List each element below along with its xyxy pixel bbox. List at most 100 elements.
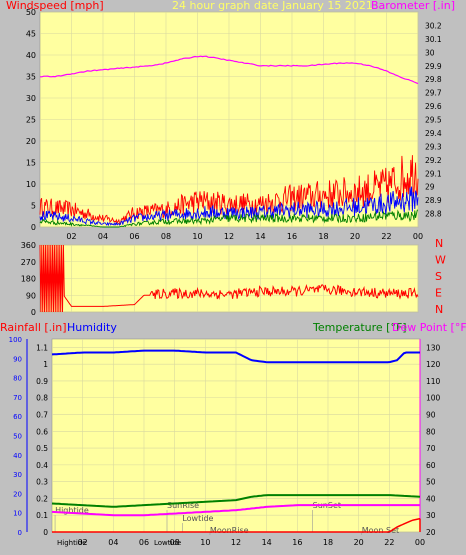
baro-tick-label: 28.9 [425, 196, 442, 205]
humidity-tick-label: 80 [13, 375, 22, 383]
rainfall-series [52, 517, 421, 533]
rain-tick-label: 0.2 [36, 494, 48, 503]
time-tick-label: 02 [66, 232, 76, 241]
humidity-tick-label: 90 [13, 355, 22, 363]
time-tick-label: 08 [161, 232, 171, 241]
temperature-tick-label: 90 [426, 411, 436, 420]
annotation-label: Lowtide [182, 514, 213, 523]
rain-tick-label: 0.5 [36, 444, 48, 453]
time-tick-label: 18 [318, 232, 328, 241]
dew-point-series [51, 504, 420, 517]
time-tick-label: 10 [192, 232, 202, 241]
baro-tick-label: 29.5 [425, 116, 442, 125]
humidity-tick-label: 20 [13, 490, 22, 498]
time-tick-label: 12 [231, 538, 241, 547]
wind-tick-label: 40 [26, 51, 36, 60]
time-tick-label: 00 [413, 232, 423, 241]
time-tick-label: 22 [381, 232, 391, 241]
rain-tick-label: 0.7 [36, 411, 48, 420]
temperature-tick-label: 120 [426, 360, 441, 369]
baro-tick-label: 29.3 [425, 142, 442, 151]
time-tick-label: 12 [224, 232, 234, 241]
rain-tick-label: 0 [43, 528, 48, 537]
baro-axis-title: Barometer [.in] [371, 0, 455, 12]
temperature-tick-label: 100 [426, 394, 441, 403]
baro-tick-label: 29.6 [425, 102, 442, 111]
direction-tick-label: 0 [31, 308, 36, 317]
temperature-tick-label: 50 [426, 478, 436, 487]
barometer-series [40, 55, 419, 85]
baro-tick-label: 29.7 [425, 89, 442, 98]
annotation-label: SunRise [167, 501, 199, 510]
hightide-axis-label: Hightide [57, 539, 87, 547]
baro-tick-label: 29.2 [425, 156, 442, 165]
humidity-tick-label: 40 [13, 452, 22, 460]
direction-tick-label: 360 [21, 241, 36, 250]
compass-letter: N [435, 303, 443, 316]
compass-letter: N [435, 237, 443, 250]
baro-tick-label: 29.9 [425, 62, 442, 71]
wind-direction-series [39, 244, 419, 313]
lowtide-axis-label: Lowtide [154, 539, 181, 547]
temp-axis-title: Temperature [°F] [312, 321, 407, 334]
rain-tick-label: 0.4 [36, 461, 48, 470]
baro-tick-label: 29.8 [425, 75, 442, 84]
wind-tick-label: 35 [26, 73, 36, 82]
rain-tick-label: 1 [43, 360, 48, 369]
rain-tick-label: 0.6 [36, 427, 48, 436]
time-tick-label: 06 [129, 232, 139, 241]
humidity-tick-label: 0 [18, 529, 22, 537]
temperature-tick-label: 40 [426, 494, 436, 503]
direction-tick-label: 90 [26, 291, 36, 300]
compass-letter: S [435, 270, 442, 283]
humidity-tick-label: 60 [13, 413, 22, 421]
humidity-series [51, 349, 420, 364]
gust-series [39, 155, 419, 225]
compass-letter: E [435, 287, 442, 300]
wind-tick-label: 30 [26, 94, 36, 103]
annotation-label: MoonRise [210, 526, 249, 535]
humidity-tick-label: 30 [13, 471, 22, 479]
baro-tick-label: 29.1 [425, 169, 442, 178]
rain-tick-label: 0.9 [36, 377, 48, 386]
time-tick-label: 04 [98, 232, 108, 241]
time-tick-label: 06 [139, 538, 149, 547]
wind-tick-label: 10 [26, 180, 36, 189]
wind-tick-label: 0 [31, 223, 36, 232]
time-tick-label: 16 [287, 232, 297, 241]
temperature-tick-label: 60 [426, 461, 436, 470]
wind-tick-label: 20 [26, 137, 36, 146]
humidity-tick-label: 100 [9, 336, 22, 344]
time-tick-label: 10 [200, 538, 210, 547]
min-wind-series [39, 209, 419, 228]
annotation-label: Moon Set [362, 526, 399, 535]
humidity-tick-label: 10 [13, 510, 22, 518]
time-tick-label: 20 [350, 232, 360, 241]
time-tick-label: 04 [108, 538, 118, 547]
temperature-tick-label: 30 [426, 511, 436, 520]
rain-tick-label: 0.1 [36, 511, 48, 520]
time-tick-label: 02 [78, 538, 88, 547]
rain-tick-label: 0.8 [36, 394, 48, 403]
temperature-tick-label: 20 [426, 528, 436, 537]
dewpoint-axis-title: Dew Point [°F] [392, 321, 466, 334]
graph-date-title: 24 hour graph date January 15 2021 [172, 0, 373, 12]
time-tick-label: 20 [354, 538, 364, 547]
rain-axis-title: Rainfall [.in] [0, 321, 67, 334]
humidity-axis-title: Humidity [67, 321, 117, 334]
direction-tick-label: 180 [21, 275, 36, 284]
time-tick-label: 16 [292, 538, 302, 547]
baro-tick-label: 30 [425, 48, 435, 57]
compass-letter: W [435, 254, 446, 267]
temperature-tick-label: 70 [426, 444, 436, 453]
time-tick-label: 00 [415, 538, 425, 547]
wind-tick-label: 15 [26, 159, 36, 168]
temperature-series [51, 494, 421, 508]
rain-tick-label: 0.3 [36, 478, 48, 487]
temperature-tick-label: 80 [426, 427, 436, 436]
wind-tick-label: 50 [26, 8, 36, 17]
baro-tick-label: 30.2 [425, 21, 442, 30]
baro-tick-label: 29.4 [425, 129, 442, 138]
time-tick-label: 18 [323, 538, 333, 547]
annotation-label: Hightide [55, 506, 89, 515]
